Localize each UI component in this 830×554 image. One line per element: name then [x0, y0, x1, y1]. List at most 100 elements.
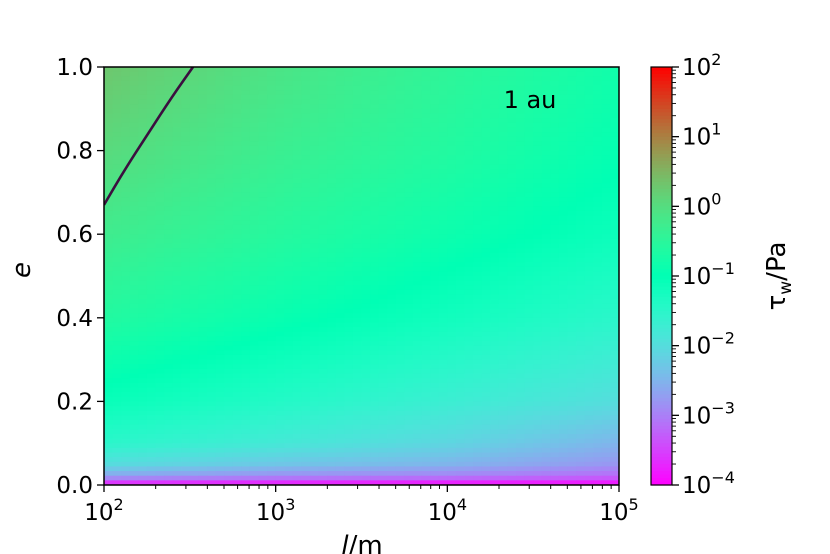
- heatmap-cell: [430, 229, 440, 235]
- heatmap-cell: [567, 359, 577, 365]
- heatmap-cell: [292, 238, 303, 245]
- heatmap-cell: [370, 368, 380, 375]
- heatmap-cell: [164, 210, 174, 217]
- heatmap-cell: [361, 443, 371, 449]
- heatmap-cell: [318, 76, 328, 82]
- heatmap-cell: [310, 145, 320, 152]
- heatmap-cell: [267, 229, 277, 235]
- heatmap-cell: [395, 392, 406, 398]
- heatmap-cell: [404, 71, 414, 77]
- heatmap-cell: [207, 443, 217, 449]
- heatmap-cell: [541, 341, 551, 347]
- heatmap-cell: [593, 447, 603, 454]
- heatmap-cell: [430, 169, 440, 175]
- heatmap-cell: [198, 145, 208, 152]
- heatmap-cell: [275, 285, 285, 291]
- heatmap-cell: [284, 313, 294, 319]
- heatmap-cell: [387, 94, 397, 101]
- heatmap-cell: [335, 201, 345, 207]
- heatmap-cell: [249, 415, 260, 421]
- heatmap-cell: [498, 327, 509, 333]
- heatmap-cell: [404, 406, 414, 412]
- heatmap-cell: [207, 303, 217, 310]
- heatmap-cell: [181, 336, 191, 342]
- heatmap-cell: [464, 308, 474, 314]
- heatmap-cell: [584, 373, 594, 379]
- heatmap-cell: [473, 210, 483, 217]
- heatmap-cell: [361, 187, 371, 193]
- heatmap-cell: [576, 243, 586, 249]
- heatmap-cell: [473, 443, 483, 449]
- heatmap-cell: [189, 438, 200, 444]
- heatmap-cell: [473, 164, 483, 170]
- heatmap-cell: [112, 136, 122, 142]
- heatmap-cell: [267, 80, 277, 87]
- heatmap-cell: [207, 252, 217, 259]
- heatmap-cell: [447, 308, 457, 314]
- heatmap-cell: [438, 429, 448, 435]
- heatmap-cell: [533, 336, 543, 342]
- heatmap-cell: [129, 67, 139, 73]
- heatmap-cell: [533, 415, 543, 421]
- heatmap-cell: [455, 406, 466, 412]
- heatmap-cell: [232, 127, 242, 133]
- heatmap-cell: [593, 396, 603, 402]
- heatmap-cell: [567, 173, 577, 180]
- heatmap-cell: [249, 132, 260, 138]
- heatmap-cell: [541, 76, 551, 82]
- heatmap-cell: [344, 327, 354, 333]
- heatmap-cell: [567, 401, 577, 407]
- heatmap-cell: [533, 341, 543, 347]
- heatmap-cell: [284, 433, 294, 440]
- heatmap-cell: [310, 169, 320, 175]
- heatmap-cell: [550, 345, 560, 351]
- heatmap-cell: [121, 127, 131, 133]
- heatmap-cell: [275, 85, 285, 91]
- heatmap-cell: [155, 238, 165, 245]
- heatmap-cell: [593, 438, 603, 444]
- heatmap-cell: [438, 392, 448, 398]
- heatmap-cell: [541, 266, 551, 272]
- heatmap-cell: [301, 122, 311, 128]
- heatmap-cell: [232, 178, 242, 184]
- heatmap-cell: [267, 317, 277, 324]
- heatmap-cell: [198, 113, 208, 119]
- heatmap-cell: [352, 71, 363, 77]
- heatmap-cell: [258, 159, 268, 166]
- heatmap-cell: [558, 99, 569, 105]
- heatmap-cell: [267, 354, 277, 361]
- heatmap-cell: [258, 76, 268, 82]
- heatmap-cell: [550, 178, 560, 184]
- heatmap-cell: [327, 169, 337, 175]
- heatmap-cell: [232, 159, 242, 166]
- heatmap-cell: [610, 262, 619, 268]
- heatmap-cell: [524, 132, 534, 138]
- heatmap-cell: [507, 401, 517, 407]
- heatmap-cell: [438, 178, 448, 184]
- heatmap-cell: [189, 104, 200, 110]
- heatmap-cell: [601, 238, 612, 245]
- heatmap-cell: [498, 94, 509, 101]
- heatmap-cell: [455, 433, 466, 440]
- heatmap-cell: [447, 201, 457, 207]
- heatmap-cell: [172, 243, 182, 249]
- heatmap-cell: [584, 303, 594, 310]
- heatmap-cell: [455, 368, 466, 375]
- heatmap-cell: [292, 331, 303, 337]
- heatmap-cell: [498, 276, 509, 282]
- heatmap-cell: [413, 169, 423, 175]
- heatmap-cell: [473, 280, 483, 286]
- heatmap-cell: [241, 368, 251, 375]
- heatmap-cell: [327, 145, 337, 152]
- heatmap-cell: [481, 359, 491, 365]
- heatmap-cell: [241, 150, 251, 156]
- heatmap-cell: [601, 276, 612, 282]
- heatmap-cell: [533, 359, 543, 365]
- heatmap-cell: [404, 178, 414, 184]
- heatmap-cell: [413, 387, 423, 393]
- heatmap-cell: [181, 294, 191, 300]
- heatmap-cell: [318, 80, 328, 87]
- heatmap-cell: [352, 243, 363, 249]
- heatmap-cell: [464, 127, 474, 133]
